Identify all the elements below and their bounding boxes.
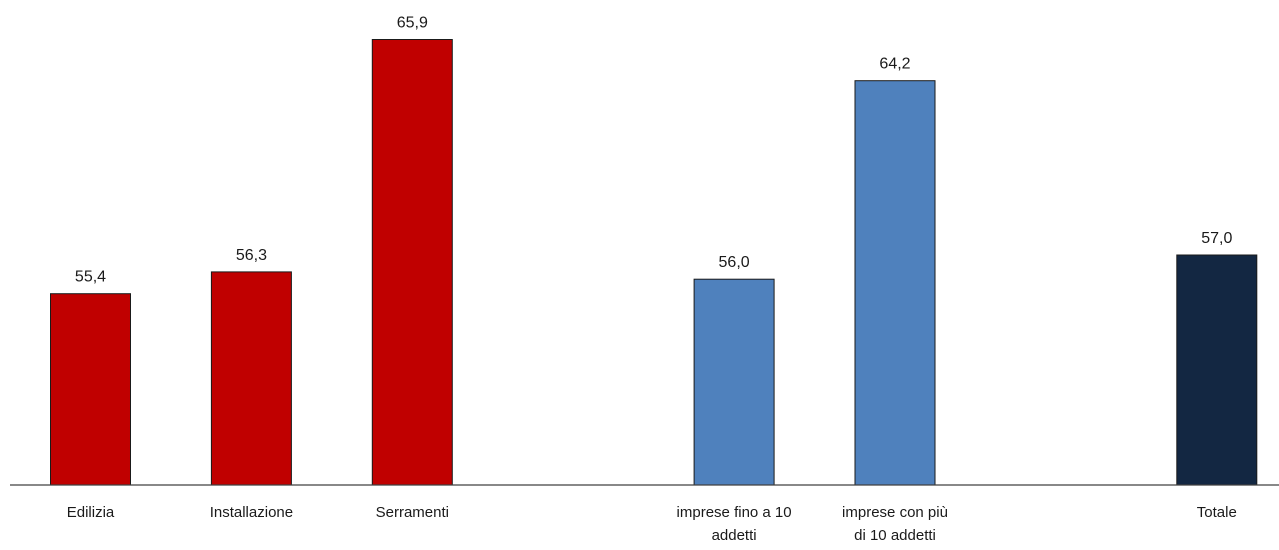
bar-1 — [210, 271, 292, 486]
x-tick-label-4-line-1: addetti — [712, 527, 757, 544]
bar-7 — [1176, 254, 1258, 486]
data-label-7: 57,0 — [1201, 230, 1232, 247]
x-tick-label-5-line-1: di 10 addetti — [854, 527, 936, 544]
x-tick-label-7-line-0: Totale — [1197, 504, 1237, 521]
bar-4 — [693, 278, 775, 486]
x-tick-label-1-line-0: Installazione — [210, 504, 293, 521]
labels-layer: 55,4 Edilizia 56,3 Installazione 65,9 Serrame… — [67, 15, 1237, 545]
bar-2 — [371, 39, 453, 486]
bars-layer — [50, 39, 1258, 486]
x-tick-label-5-line-0: imprese con più — [842, 504, 948, 521]
x-tick-label-4-line-0: imprese fino a 10 — [677, 504, 792, 521]
data-label-5: 64,2 — [879, 56, 910, 73]
x-tick-label-0-line-0: Edilizia — [67, 504, 115, 521]
data-label-4: 56,0 — [719, 254, 750, 271]
data-label-1: 56,3 — [236, 247, 267, 264]
bar-5 — [854, 80, 936, 486]
data-label-0: 55,4 — [75, 269, 106, 286]
bar-0 — [50, 293, 131, 486]
x-tick-label-2-line-0: Serramenti — [376, 504, 449, 521]
data-label-2: 65,9 — [397, 15, 428, 32]
